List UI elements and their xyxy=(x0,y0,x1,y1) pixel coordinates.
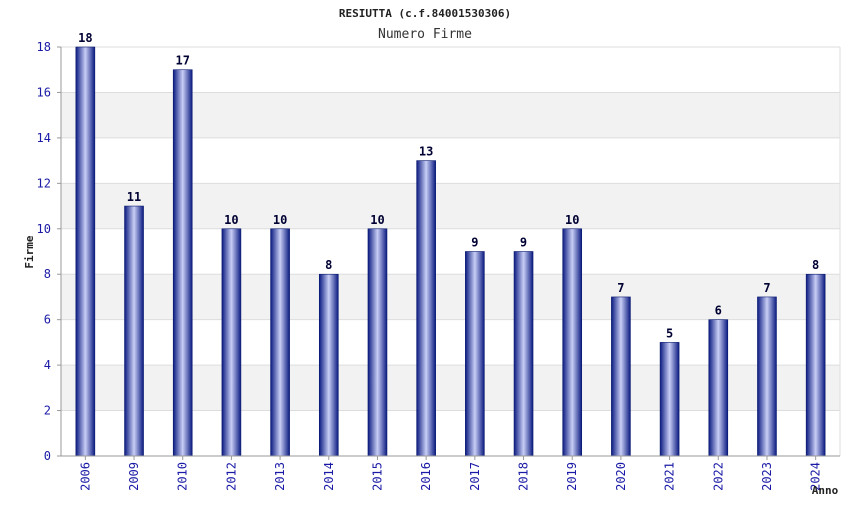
y-tick-label: 16 xyxy=(37,85,51,99)
data-label: 10 xyxy=(224,213,238,227)
y-tick-label: 2 xyxy=(44,404,51,418)
data-label: 7 xyxy=(763,281,770,295)
y-tick-label: 10 xyxy=(37,222,51,236)
data-label: 6 xyxy=(715,304,722,318)
x-axis-ticks: 2006 2009 2010 2012 2013 2014 2015 2016 2017 2018… xyxy=(78,456,823,491)
bar xyxy=(416,160,436,457)
data-label: 13 xyxy=(419,145,433,159)
x-tick-label: 2022 xyxy=(711,462,725,491)
data-label: 11 xyxy=(127,190,141,204)
x-tick-label: 2015 xyxy=(370,462,384,491)
x-tick-label: 2023 xyxy=(760,462,774,491)
x-tick-label: 2010 xyxy=(176,462,190,491)
bar xyxy=(221,228,242,457)
x-tick-label: 2012 xyxy=(224,462,238,491)
y-tick-label: 8 xyxy=(44,267,51,281)
data-label: 10 xyxy=(273,213,287,227)
x-tick-label: 2006 xyxy=(78,462,92,491)
y-axis-ticks: 0 2 4 6 8 10 12 14 16 18 xyxy=(37,40,61,463)
bar xyxy=(124,205,144,457)
y-tick-label: 0 xyxy=(44,449,51,463)
x-axis-label: Anno xyxy=(812,484,839,497)
bar xyxy=(611,296,631,457)
data-label: 8 xyxy=(812,258,819,272)
data-label: 5 xyxy=(666,326,673,340)
bar xyxy=(708,319,729,457)
x-tick-label: 2014 xyxy=(322,462,336,491)
x-tick-label: 2009 xyxy=(127,462,141,491)
data-label: 9 xyxy=(520,236,527,250)
x-tick-label: 2013 xyxy=(273,462,287,491)
bars-group xyxy=(75,46,826,457)
bar xyxy=(172,69,193,457)
y-tick-label: 6 xyxy=(44,313,51,327)
x-tick-label: 2021 xyxy=(663,462,677,491)
y-tick-label: 4 xyxy=(44,358,51,372)
data-label: 18 xyxy=(78,31,92,45)
data-label: 10 xyxy=(565,213,579,227)
x-tick-label: 2018 xyxy=(517,462,531,491)
data-labels-group: 18 11 17 10 10 8 10 13 9 9 10 7 5 6 7 8 xyxy=(78,31,819,340)
bar xyxy=(805,273,826,457)
x-tick-label: 2019 xyxy=(565,462,579,491)
data-label: 7 xyxy=(617,281,624,295)
bar xyxy=(513,251,534,457)
chart-title: RESIUTTA (c.f.84001530306) xyxy=(339,7,511,20)
bar xyxy=(75,46,96,457)
data-label: 9 xyxy=(471,236,478,250)
y-tick-label: 18 xyxy=(37,40,51,54)
x-tick-label: 2017 xyxy=(468,462,482,491)
bar xyxy=(659,342,680,457)
bar xyxy=(465,251,485,457)
x-tick-label: 2020 xyxy=(614,462,628,491)
x-tick-label: 2016 xyxy=(419,462,433,491)
data-label: 10 xyxy=(370,213,384,227)
data-label: 17 xyxy=(175,54,189,68)
y-tick-label: 14 xyxy=(37,131,51,145)
bar xyxy=(270,228,290,457)
bar xyxy=(318,273,339,457)
y-axis-label: Firme xyxy=(23,235,36,268)
x-tick-label: 2024 xyxy=(809,462,823,491)
y-tick-label: 12 xyxy=(37,176,51,190)
data-label: 8 xyxy=(325,258,332,272)
chart-subtitle: Numero Firme xyxy=(378,27,472,42)
bar xyxy=(757,296,777,457)
bar xyxy=(562,228,583,457)
bar xyxy=(367,228,388,457)
